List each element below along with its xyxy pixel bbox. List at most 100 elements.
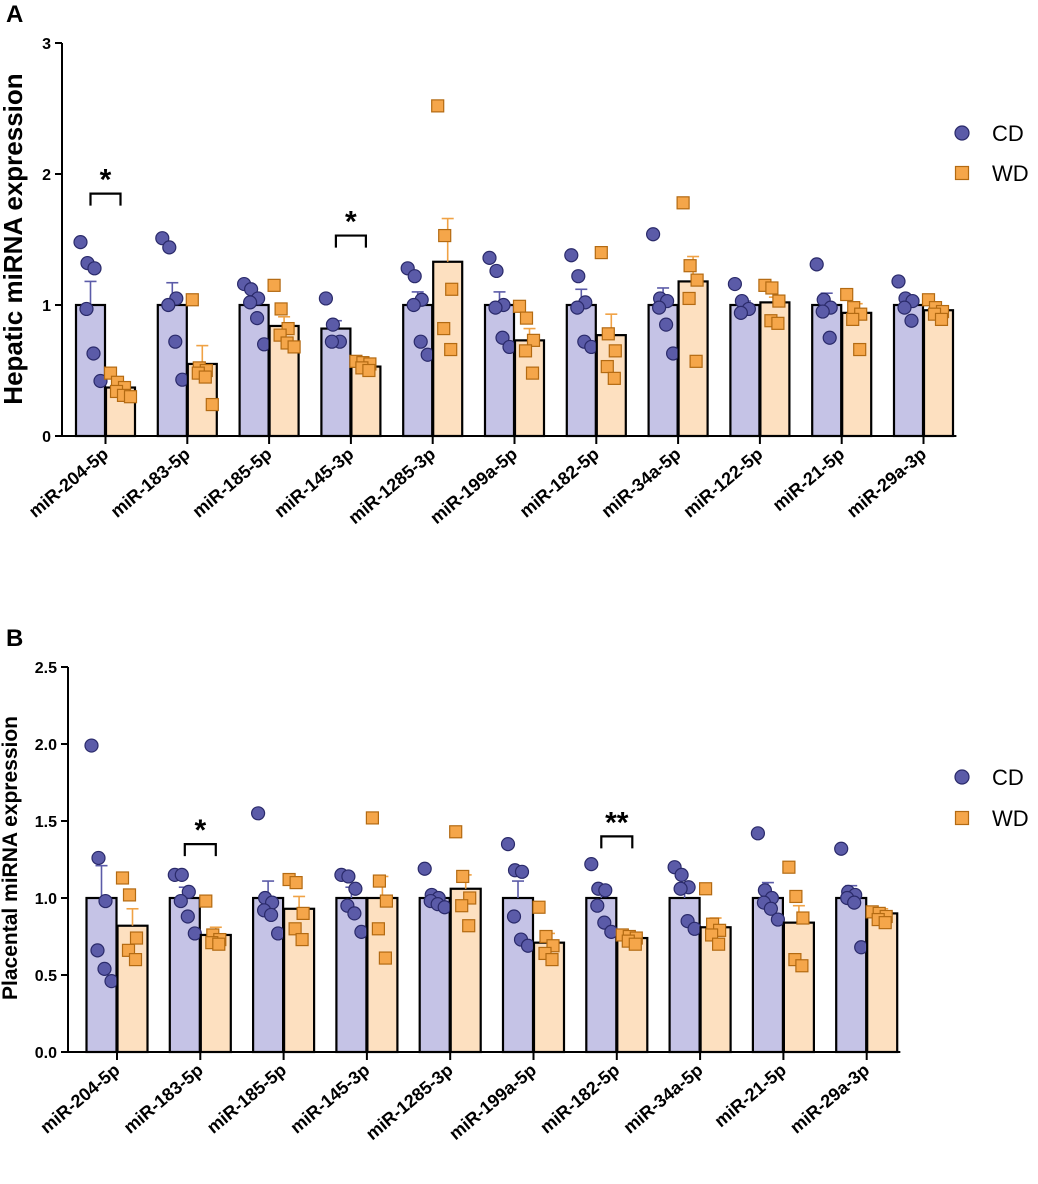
point-wd <box>288 922 302 936</box>
point-wd <box>772 294 786 308</box>
bar-wd <box>866 912 899 1054</box>
y-tick-label: 2.0 <box>35 737 57 754</box>
point-wd <box>689 354 703 368</box>
x-tick-label: miR-21-5p <box>769 444 849 515</box>
point-cd <box>750 826 766 841</box>
y-axis-label: Hepatic miRNA expression <box>0 73 28 404</box>
point-cd <box>598 883 613 898</box>
bar-cd <box>729 303 761 438</box>
x-tick-label: miR-199a-5p <box>426 444 521 528</box>
point-wd <box>462 919 476 933</box>
point-cd <box>90 943 105 958</box>
point-wd <box>205 397 219 412</box>
point-wd <box>607 371 621 385</box>
point-wd <box>683 259 697 273</box>
point-wd <box>295 932 309 947</box>
point-wd <box>372 874 386 888</box>
x-tick-label: miR-204-5p <box>25 444 112 522</box>
point-cd <box>571 269 586 284</box>
x-tick-label: miR-182-5p <box>536 1060 623 1138</box>
point-wd <box>512 299 527 313</box>
point-wd <box>628 937 642 951</box>
bar-wd <box>841 311 873 438</box>
bar-cd <box>501 896 535 1054</box>
significance-label: * <box>345 206 357 239</box>
point-cd <box>180 909 195 924</box>
point-cd <box>84 738 99 753</box>
point-cd <box>97 961 112 976</box>
point-wd <box>122 888 137 902</box>
x-tick-label: miR-145-3p <box>286 1060 373 1138</box>
point-wd <box>525 366 540 380</box>
point-wd <box>365 811 379 825</box>
bar-wd <box>366 896 399 1054</box>
bar-cd <box>402 303 434 438</box>
point-cd <box>506 909 522 924</box>
point-cd <box>658 317 674 332</box>
point-cd <box>347 906 362 921</box>
bar-wd <box>449 887 482 1054</box>
legend-label: CD <box>992 121 1024 146</box>
y-axis-label: Placental miRNA expression <box>0 716 22 1000</box>
point-cd <box>570 300 585 315</box>
point-cd <box>243 295 258 310</box>
bar-cd <box>168 896 201 1054</box>
point-cd <box>325 317 340 332</box>
point-wd <box>782 860 796 874</box>
point-cd <box>250 311 265 326</box>
x-tick-label: miR-1285-3p <box>362 1060 457 1144</box>
point-wd <box>444 342 458 357</box>
point-wd <box>690 273 704 287</box>
point-wd <box>456 869 470 884</box>
point-cd <box>161 297 176 313</box>
point-cd <box>181 884 196 899</box>
point-cd <box>564 248 579 263</box>
point-wd <box>129 931 144 945</box>
point-cd <box>482 250 497 265</box>
point-cd <box>407 269 422 284</box>
significance-label: * <box>194 814 206 847</box>
point-cd <box>822 330 837 345</box>
point-cd <box>354 924 369 939</box>
point-cd <box>897 300 912 315</box>
point-cd <box>73 235 88 250</box>
bar-wd <box>199 933 232 1054</box>
point-cd <box>645 227 661 242</box>
point-wd <box>371 922 385 936</box>
point-cd <box>341 869 356 884</box>
point-wd <box>378 951 392 965</box>
point-cd <box>514 864 530 879</box>
point-wd <box>545 952 559 967</box>
significance-bracket <box>600 835 634 849</box>
point-cd <box>98 893 113 909</box>
legend-marker-cd <box>954 125 970 141</box>
x-tick-label: miR-182-5p <box>516 444 603 522</box>
point-wd <box>362 363 376 378</box>
point-cd <box>104 974 119 989</box>
bar-cd <box>483 303 516 438</box>
x-tick-label: miR-185-5p <box>188 444 275 522</box>
x-tick-label: miR-204-5p <box>36 1060 123 1138</box>
legend-marker-wd <box>954 165 970 181</box>
x-tick-label: miR-34a-5p <box>619 1060 706 1138</box>
point-cd <box>904 313 919 328</box>
significance-label: * <box>100 164 112 197</box>
point-wd <box>765 281 779 295</box>
point-wd <box>878 916 892 930</box>
point-cd <box>417 861 432 876</box>
y-tick-label: 1.0 <box>35 891 57 908</box>
point-cd <box>488 300 503 315</box>
point-wd <box>128 952 143 967</box>
point-cd <box>251 806 266 821</box>
point-wd <box>455 899 469 913</box>
point-cd <box>590 898 605 913</box>
point-wd <box>600 359 614 374</box>
bar-cd <box>835 896 868 1054</box>
x-tick-label: miR-145-3p <box>270 444 357 522</box>
significance-bracket <box>89 192 122 206</box>
point-cd <box>834 841 849 856</box>
bar-cd <box>335 896 368 1054</box>
point-cd <box>584 857 599 872</box>
point-wd <box>212 937 226 951</box>
point-wd <box>185 293 199 307</box>
